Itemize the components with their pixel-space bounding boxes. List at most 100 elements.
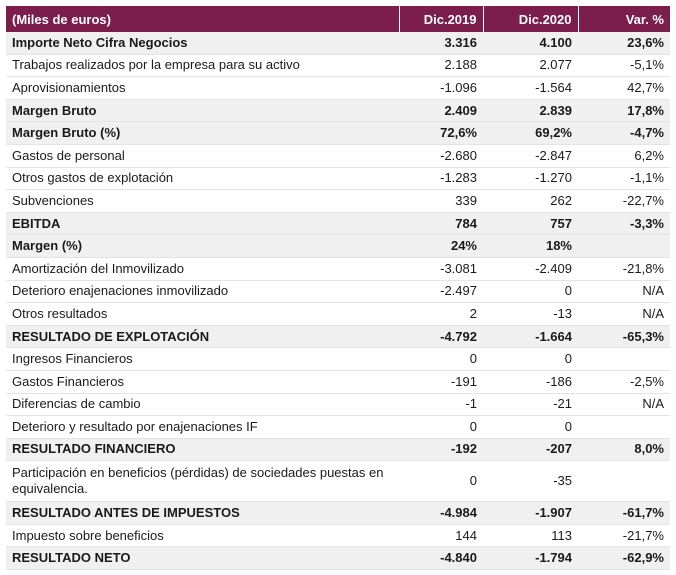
value-dic-2020: -1.564 <box>483 76 578 100</box>
financial-table: (Miles de euros) Dic.2019 Dic.2020 Var. … <box>6 6 670 571</box>
row-label: Margen (%) <box>6 234 399 258</box>
value-dic-2020: 0 <box>483 415 578 439</box>
value-var-pct: -21,7% <box>578 524 670 548</box>
header-dic-2019: Dic.2019 <box>399 6 484 32</box>
header-dic-2020: Dic.2020 <box>483 6 579 32</box>
row-label: Otros resultados <box>6 302 399 326</box>
value-var-pct: -2,5% <box>578 370 670 394</box>
table-row: Deterioro enajenaciones inmovilizado -2.4… <box>6 280 670 304</box>
income-statement: (Miles de euros) Dic.2019 Dic.2020 Var. … <box>6 6 670 571</box>
value-var-pct: N/A <box>578 393 670 417</box>
value-dic-2019: -2.497 <box>399 280 483 304</box>
value-dic-2020: 18% <box>483 234 578 258</box>
value-var-pct: -21,8% <box>578 257 670 281</box>
value-dic-2019: 2 <box>399 302 483 326</box>
value-var-pct <box>578 347 670 371</box>
table-row: Gastos de personal -2.680 -2.847 6,2% <box>6 144 670 168</box>
value-var-pct <box>578 415 670 439</box>
row-label: Margen Bruto (%) <box>6 121 399 145</box>
value-dic-2019: -4.984 <box>399 501 483 525</box>
table-row: Otros resultados 2 -13 N/A <box>6 302 670 326</box>
table-row: Subvenciones 339 262 -22,7% <box>6 189 670 213</box>
value-dic-2019: 2.188 <box>399 54 483 78</box>
value-dic-2020: -35 <box>483 460 578 503</box>
table-row: Otros gastos de explotación -1.283 -1.270-… <box>6 167 670 191</box>
row-label: Aprovisionamientos <box>6 76 399 100</box>
value-var-pct: N/A <box>578 302 670 326</box>
value-dic-2019: -2.680 <box>399 144 483 168</box>
table-row: RESULTADO ANTES DE IMPUESTOS -4.984 -1.907… <box>6 501 670 525</box>
value-dic-2019: 0 <box>399 415 483 439</box>
value-dic-2019: 3.316 <box>399 32 483 55</box>
value-dic-2019: -4.840 <box>399 546 483 571</box>
value-dic-2019: -3.081 <box>399 257 483 281</box>
row-label: EBITDA <box>6 212 399 236</box>
value-dic-2020: -186 <box>483 370 578 394</box>
value-dic-2019: 2.409 <box>399 99 483 123</box>
value-dic-2020: 2.077 <box>483 54 578 78</box>
row-label: Ingresos Financieros <box>6 347 399 371</box>
row-label: Gastos Financieros <box>6 370 399 394</box>
value-dic-2020: 757 <box>483 212 578 236</box>
table-row: Margen Bruto (%) 72,6% 69,2% -4,7% <box>6 121 670 145</box>
value-dic-2019: 24% <box>399 234 483 258</box>
value-dic-2019: 784 <box>399 212 483 236</box>
value-var-pct: -22,7% <box>578 189 670 213</box>
row-label: Trabajos realizados por la empresa para … <box>6 54 399 78</box>
row-label: Amortización del Inmovilizado <box>6 257 399 281</box>
value-var-pct: 17,8% <box>578 99 670 123</box>
table-row: Diferencias de cambio -1 -21 N/A <box>6 393 670 417</box>
value-dic-2020: 262 <box>483 189 578 213</box>
value-dic-2019: -4.792 <box>399 325 483 349</box>
value-dic-2019: -1 <box>399 393 483 417</box>
value-dic-2020: 69,2% <box>483 121 578 145</box>
row-label: Importe Neto Cifra Negocios <box>6 32 399 55</box>
value-dic-2020: -207 <box>483 438 578 462</box>
table-row: Participación en beneficios (pérdidas) d… <box>6 460 670 503</box>
value-var-pct <box>578 460 670 503</box>
value-dic-2020: 4.100 <box>483 32 578 55</box>
value-dic-2019: 0 <box>399 347 483 371</box>
table-row: Impuesto sobre beneficios 144 113 -21,7% <box>6 524 670 548</box>
table-row: Margen Bruto 2.409 2.839 17,8% <box>6 99 670 123</box>
row-label: Deterioro enajenaciones inmovilizado <box>6 280 399 304</box>
value-var-pct: -4,7% <box>578 121 670 145</box>
value-dic-2020: -21 <box>483 393 578 417</box>
table-row: Aprovisionamientos -1.096 -1.564 42,7% <box>6 76 670 100</box>
value-dic-2019: 0 <box>399 460 483 503</box>
header-var-pct: Var. % <box>578 6 670 32</box>
table-row: Margen (%) 24% 18% <box>6 234 670 258</box>
value-dic-2019: 72,6% <box>399 121 483 145</box>
value-dic-2020: 0 <box>483 280 578 304</box>
table-body: Importe Neto Cifra Negocios 3.316 4.100 23,… <box>6 32 670 571</box>
table-row: RESULTADO FINANCIERO -192 -207 8,0% <box>6 438 670 462</box>
value-dic-2020: -13 <box>483 302 578 326</box>
table-row: EBITDA 784 757 -3,3% <box>6 212 670 236</box>
value-var-pct: 23,6% <box>578 32 670 55</box>
table-row: Deterioro y resultado por enajenaciones … <box>6 415 670 439</box>
value-dic-2020: -1.907 <box>483 501 578 525</box>
value-var-pct: 42,7% <box>578 76 670 100</box>
value-var-pct: -65,3% <box>578 325 670 349</box>
row-label: Impuesto sobre beneficios <box>6 524 399 548</box>
value-var-pct: -3,3% <box>578 212 670 236</box>
table-row: Gastos Financieros -191 -186 -2,5% <box>6 370 670 394</box>
row-label: Diferencias de cambio <box>6 393 399 417</box>
value-dic-2019: -1.283 <box>399 167 483 191</box>
value-dic-2020: -1.794 <box>483 546 578 571</box>
table-row: Importe Neto Cifra Negocios 3.316 4.100 23,… <box>6 32 670 55</box>
table-row: RESULTADO NETO -4.840 -1.794 -62,9% <box>6 546 670 571</box>
value-var-pct: -61,7% <box>578 501 670 525</box>
row-label: Otros gastos de explotación <box>6 167 399 191</box>
value-var-pct: -62,9% <box>578 546 670 571</box>
value-dic-2019: -191 <box>399 370 483 394</box>
row-label: Gastos de personal <box>6 144 399 168</box>
value-dic-2019: 339 <box>399 189 483 213</box>
value-dic-2020: 2.839 <box>483 99 578 123</box>
header-row: (Miles de euros) Dic.2019 Dic.2020 Var. … <box>6 6 670 32</box>
value-dic-2019: 144 <box>399 524 483 548</box>
table-header: (Miles de euros) Dic.2019 Dic.2020 Var. … <box>6 6 670 32</box>
table-row: Trabajos realizados por la empresa para … <box>6 54 670 78</box>
value-dic-2020: 0 <box>483 347 578 371</box>
value-var-pct: N/A <box>578 280 670 304</box>
